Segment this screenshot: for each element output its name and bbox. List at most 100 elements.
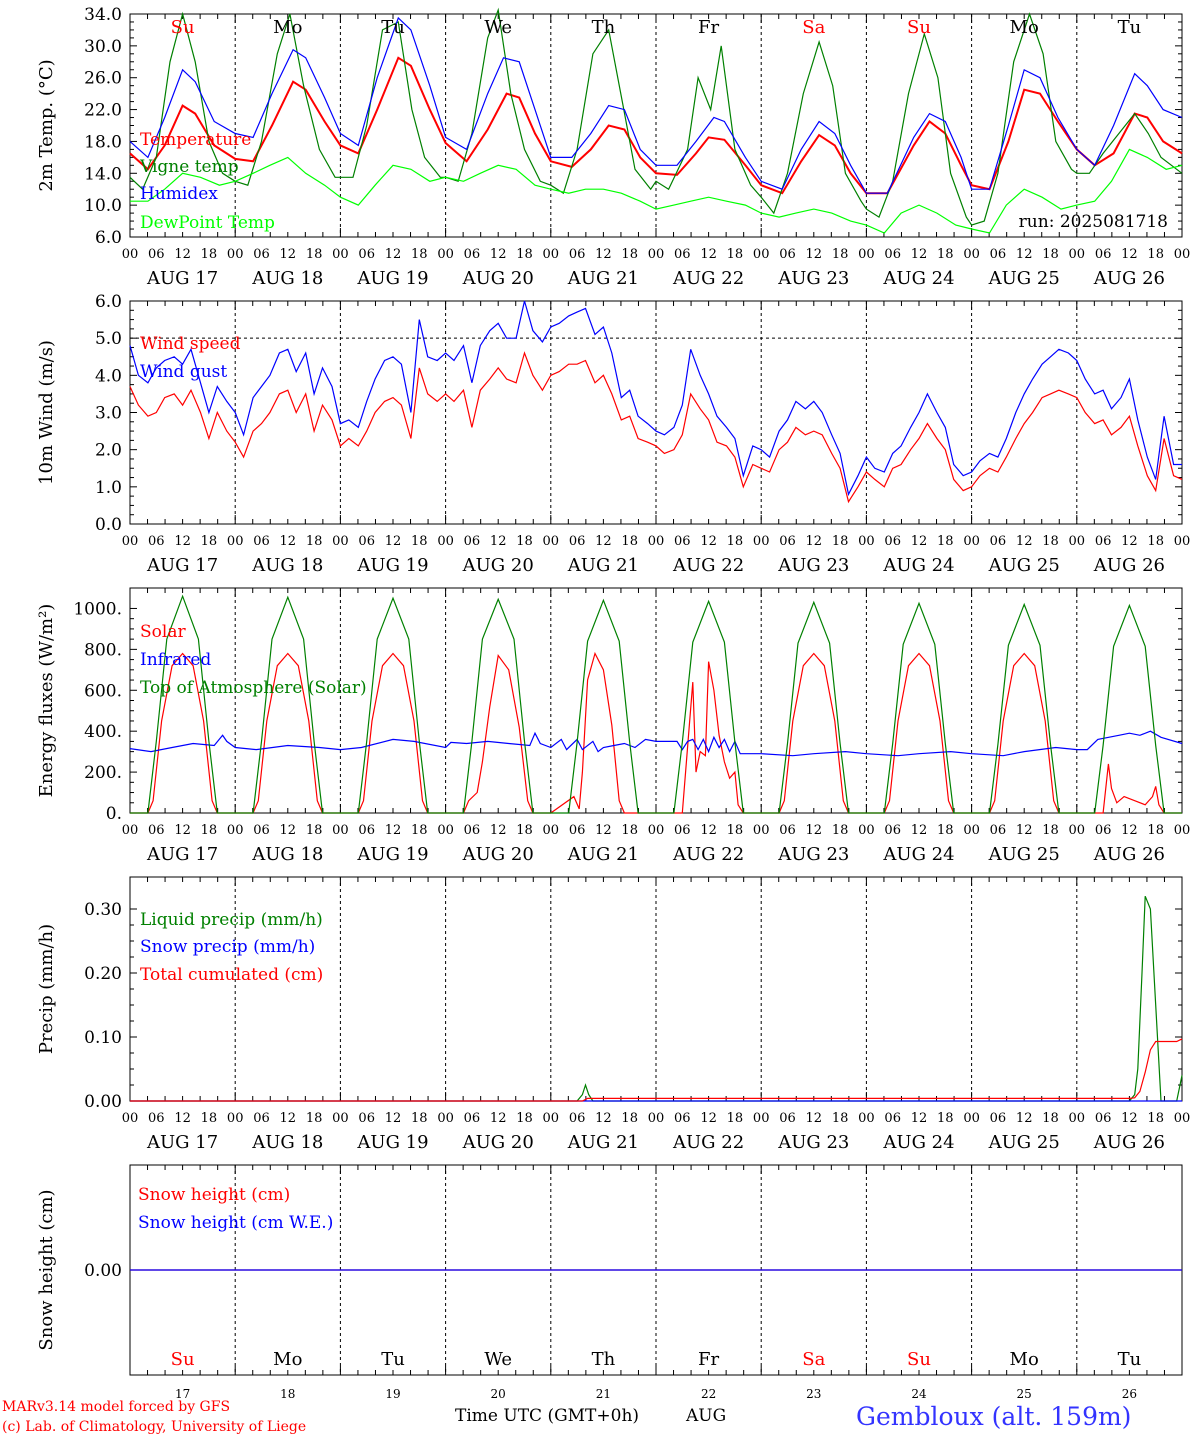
y-tick-label: 34.0 [84, 5, 122, 25]
hour-tick-label: 06 [148, 247, 165, 262]
date-label: AUG 25 [988, 555, 1060, 576]
hour-tick-label: 18 [937, 1111, 954, 1126]
hour-tick-label: 00 [122, 534, 139, 549]
series-line-wind-gust [129, 300, 1182, 497]
plot-frame [129, 587, 1183, 814]
legend-entry: Temperature [140, 130, 251, 150]
hour-tick-label: 06 [1095, 534, 1112, 549]
hour-tick-label: 18 [306, 823, 323, 838]
hour-tick-label: 06 [464, 1111, 481, 1126]
hour-tick-label: 00 [753, 1111, 770, 1126]
day-letter-bottom: Tu [1118, 1349, 1142, 1370]
legend-entry: Infrared [140, 650, 211, 670]
hour-tick-label: 00 [332, 823, 349, 838]
hour-tick-label: 12 [385, 247, 402, 262]
day-letter-top: Mo [273, 17, 302, 38]
y-tick-label: 26.0 [84, 69, 122, 89]
hour-tick-label: 06 [884, 247, 901, 262]
series-line-top-of-atmosphere-solar [130, 594, 1182, 814]
bottom-day-number: 18 [280, 1387, 295, 1401]
date-label: AUG 21 [567, 844, 639, 865]
hour-tick-label: 06 [990, 534, 1007, 549]
series-line-dewpoint-temp [130, 148, 1183, 234]
hour-tick-label: 18 [1147, 247, 1164, 262]
hour-tick-label: 00 [858, 1111, 875, 1126]
y-tick-label: 800. [84, 640, 122, 660]
day-letter-bottom: Tu [381, 1349, 405, 1370]
date-label: AUG 26 [1093, 1132, 1165, 1153]
hour-tick-label: 00 [858, 247, 875, 262]
date-label: AUG 17 [146, 844, 218, 865]
y-tick-label: 0.10 [84, 1028, 122, 1048]
y-tick-label: 10.0 [84, 196, 122, 216]
y-axis-label: 2m Temp. (°C) [36, 59, 57, 191]
hour-tick-label: 06 [358, 1111, 375, 1126]
hour-tick-label: 00 [122, 1111, 139, 1126]
hour-tick-label: 18 [516, 1111, 533, 1126]
day-letter-top: Su [907, 17, 931, 38]
panel-4: 0.00 0.10 0.20 0.30 Precip (mm/h) Liquid prec… [36, 876, 1190, 1153]
date-label: AUG 18 [251, 268, 323, 289]
hour-tick-label: 18 [937, 247, 954, 262]
hour-tick-label: 00 [332, 247, 349, 262]
hour-tick-label: 18 [937, 823, 954, 838]
hour-tick-label: 06 [884, 823, 901, 838]
hour-tick-label: 06 [569, 247, 586, 262]
hour-tick-label: 12 [174, 247, 191, 262]
date-label: AUG 19 [356, 844, 428, 865]
y-tick-label: 18.0 [84, 132, 122, 152]
hour-tick-label: 00 [1069, 534, 1086, 549]
date-label: AUG 19 [356, 1132, 428, 1153]
y-tick-label: 200. [84, 763, 122, 783]
hour-tick-label: 00 [122, 823, 139, 838]
hour-tick-label: 06 [674, 1111, 691, 1126]
hour-tick-label: 18 [1147, 1111, 1164, 1126]
hour-tick-label: 00 [1174, 823, 1191, 838]
y-tick-label: 6.0 [95, 228, 122, 248]
hour-tick-label: 00 [963, 823, 980, 838]
hour-tick-label: 12 [1121, 1111, 1138, 1126]
date-label: AUG 18 [251, 844, 323, 865]
hour-tick-label: 06 [253, 1111, 270, 1126]
station-name: Gembloux (alt. 159m) [856, 1402, 1132, 1431]
y-tick-label: 0.0 [95, 515, 122, 535]
hour-tick-label: 12 [174, 823, 191, 838]
hour-tick-label: 06 [253, 534, 270, 549]
date-label: AUG 24 [882, 555, 954, 576]
hour-tick-label: 18 [411, 534, 428, 549]
legend-entry: Total cumulated (cm) [140, 965, 323, 985]
hour-tick-label: 12 [806, 534, 823, 549]
hour-tick-label: 00 [543, 1111, 560, 1126]
y-tick-label: 1.0 [95, 478, 122, 498]
hour-tick-label: 18 [411, 823, 428, 838]
hour-tick-label: 06 [779, 1111, 796, 1126]
hour-tick-label: 12 [1016, 247, 1033, 262]
bottom-day-number: 19 [385, 1387, 400, 1401]
hour-tick-label: 18 [727, 247, 744, 262]
date-label: AUG 17 [146, 555, 218, 576]
hour-tick-label: 12 [911, 534, 928, 549]
series-line-liquid-precip-mm-h [130, 895, 1183, 1102]
y-axis-label: Energy fluxes (W/m²) [36, 604, 57, 798]
hour-tick-label: 18 [621, 247, 638, 262]
hour-tick-label: 18 [621, 1111, 638, 1126]
hour-tick-label: 12 [385, 823, 402, 838]
y-tick-label: 600. [84, 681, 122, 701]
hour-tick-label: 12 [280, 823, 297, 838]
series-line-infrared [129, 730, 1183, 757]
day-letter-bottom: Mo [1010, 1349, 1039, 1370]
hour-tick-label: 06 [990, 1111, 1007, 1126]
hour-tick-label: 12 [174, 534, 191, 549]
hour-tick-label: 12 [806, 247, 823, 262]
hour-tick-label: 06 [1095, 1111, 1112, 1126]
legend-entry: Humidex [140, 184, 218, 204]
hour-tick-label: 00 [963, 1111, 980, 1126]
date-label: AUG 18 [251, 555, 323, 576]
model-credit: MARv3.14 model forced by GFS [2, 1399, 231, 1415]
hour-tick-label: 12 [1121, 823, 1138, 838]
hour-tick-label: 00 [543, 247, 560, 262]
hour-tick-label: 18 [727, 1111, 744, 1126]
date-label: AUG 18 [251, 1132, 323, 1153]
hour-tick-label: 06 [990, 823, 1007, 838]
hour-tick-label: 06 [674, 823, 691, 838]
